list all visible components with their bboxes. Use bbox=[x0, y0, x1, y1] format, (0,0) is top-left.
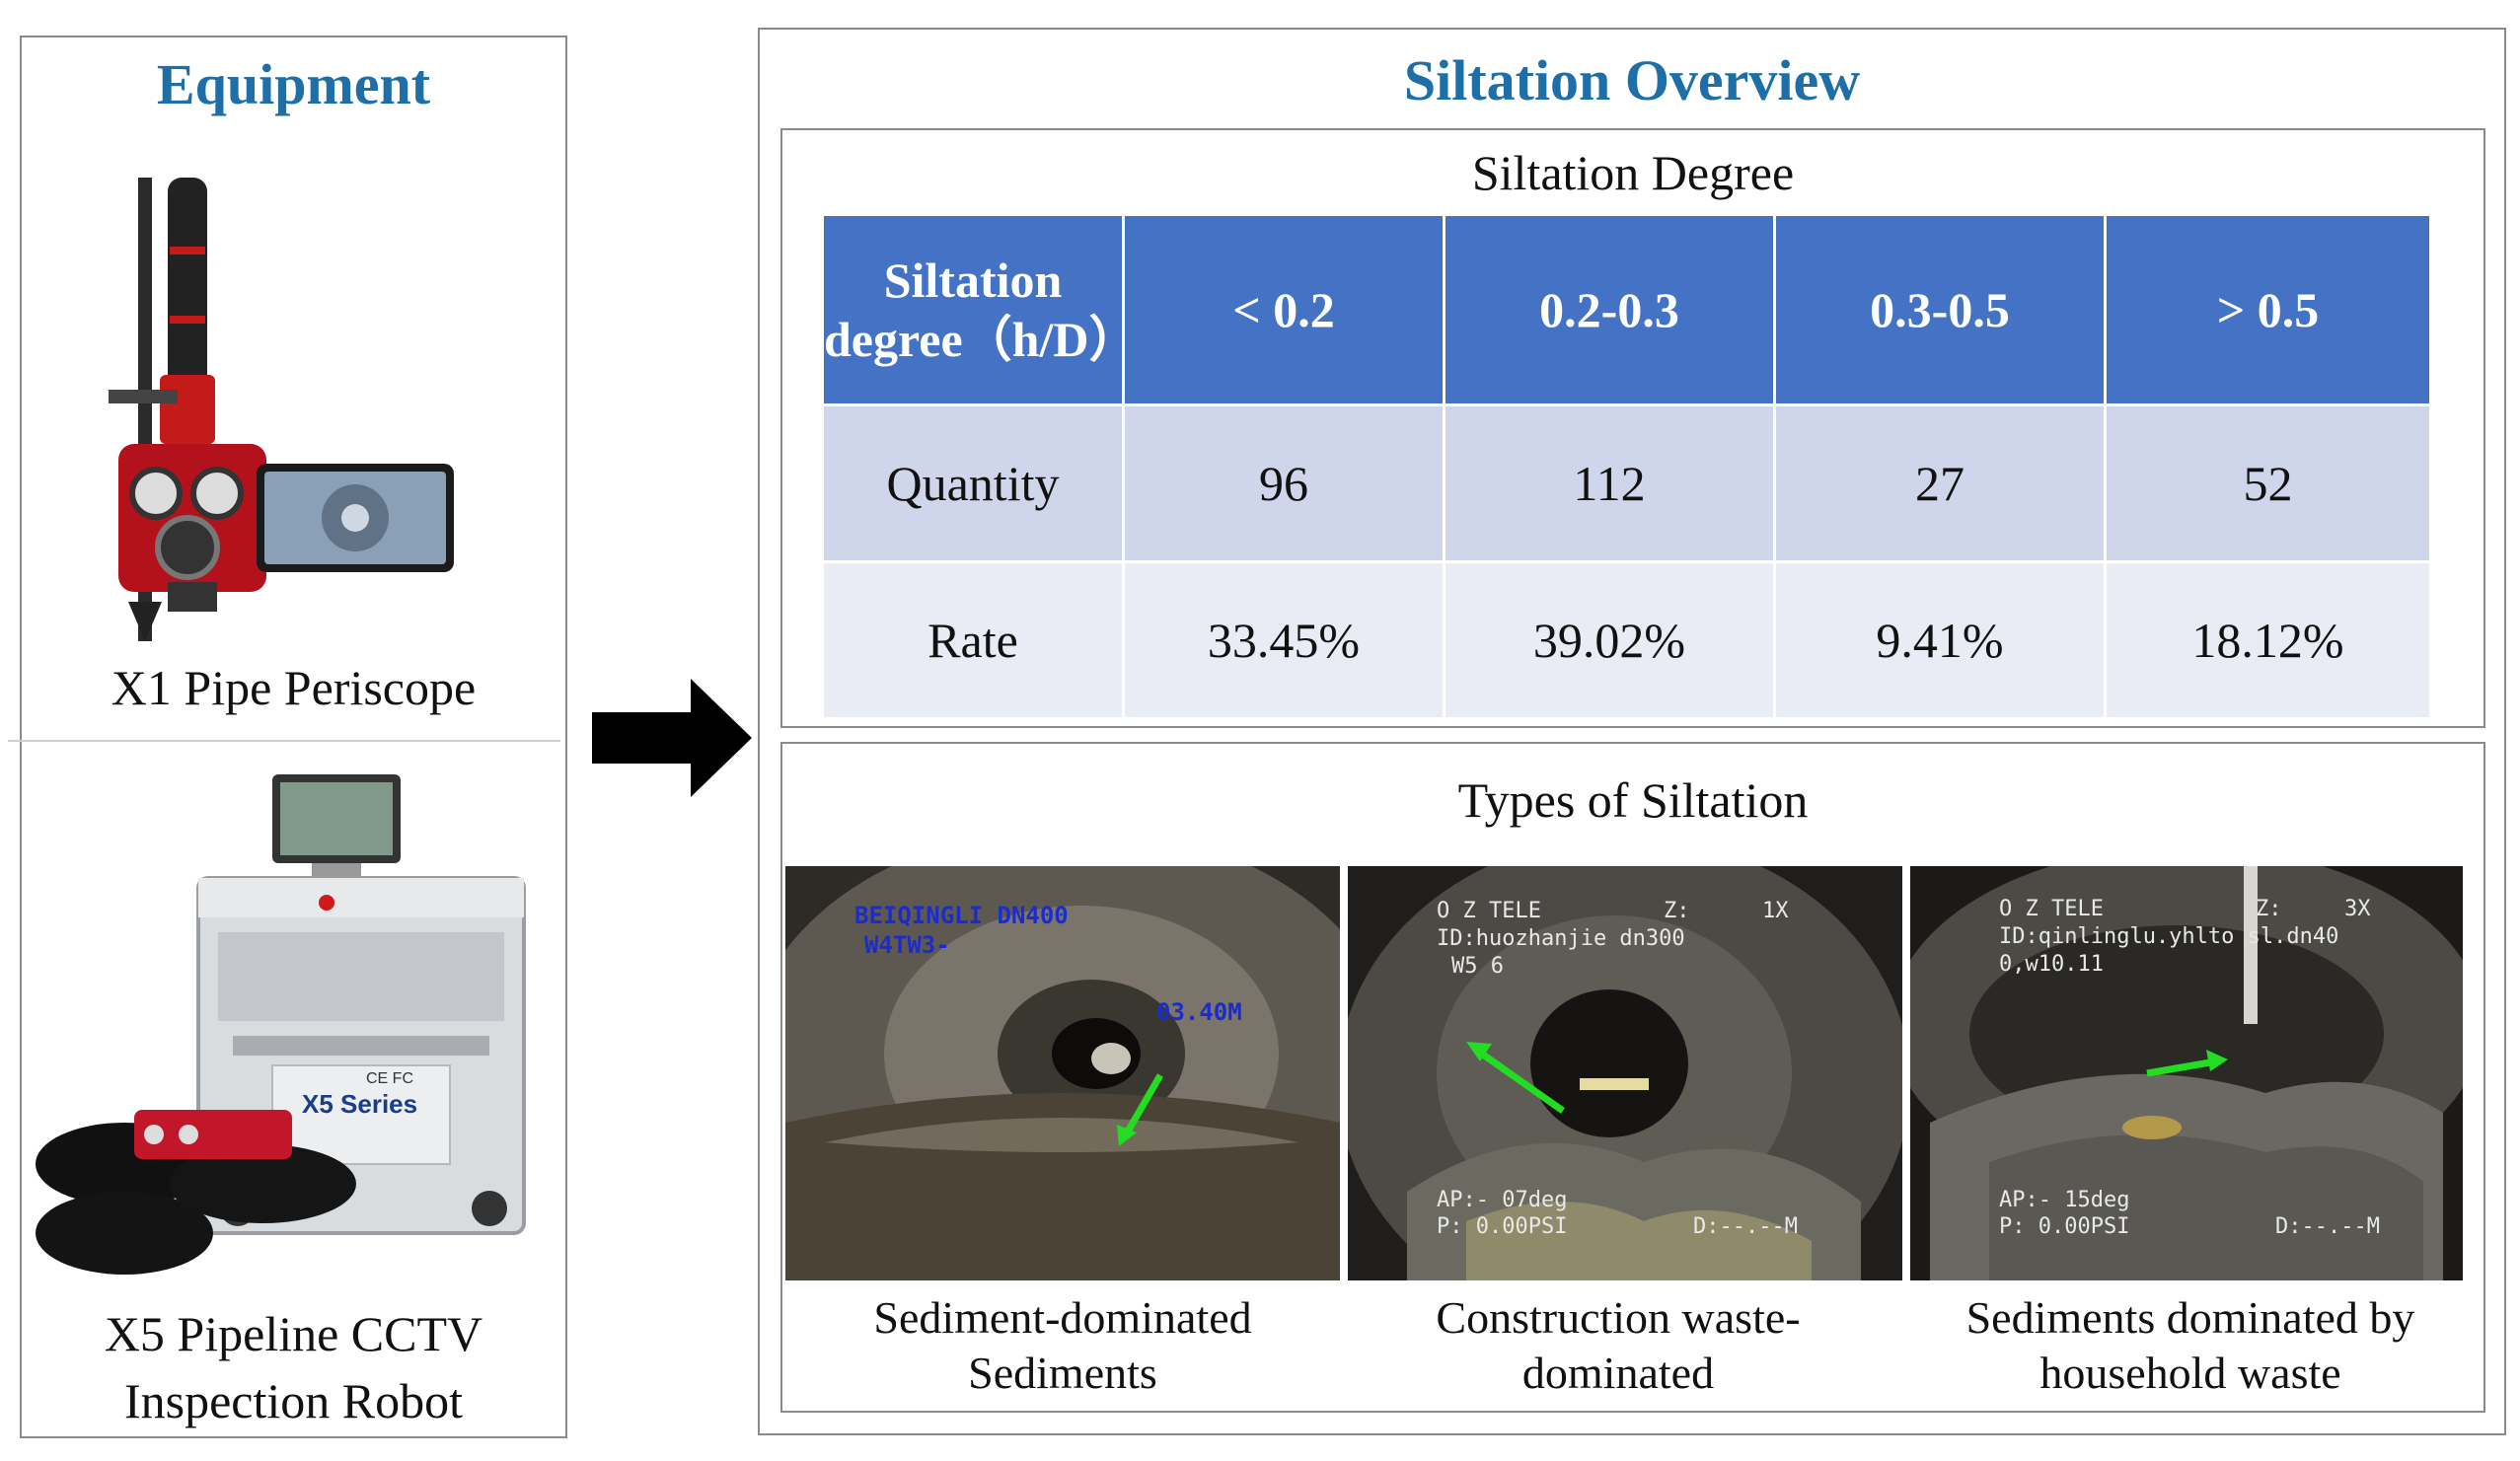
sediment-caption: Sediment-dominated Sediments bbox=[873, 1292, 1252, 1398]
table-cell: 18.12% bbox=[2104, 560, 2432, 720]
construction-waste-photo: O Z TELE Z: 1X ID:huozhanjie dn300 W5 6 … bbox=[1348, 866, 1902, 1280]
sediment-photo: BEIQINGLI DN400 W4TW3- 03.40M bbox=[785, 866, 1340, 1280]
table-cell: 52 bbox=[2104, 403, 2432, 563]
periscope-image bbox=[109, 178, 454, 641]
table-cell: 96 bbox=[1122, 403, 1445, 563]
siltation-degree-box bbox=[780, 128, 2485, 728]
equipment-title: Equipment bbox=[156, 52, 431, 116]
siltation-types-box bbox=[780, 742, 2485, 1413]
table-row: Quantity 96 112 27 52 bbox=[821, 403, 2432, 563]
photo3-overlay-1: O Z TELE bbox=[1999, 897, 2104, 921]
photo2-overlay-5: W5 6 bbox=[1451, 954, 1504, 979]
photo3-overlay-2: Z: bbox=[2256, 897, 2282, 921]
siltation-types-title: Types of Siltation bbox=[1457, 772, 1809, 828]
table-cell: 9.41% bbox=[1773, 560, 2107, 720]
construction-waste-caption: Construction waste-dominated bbox=[1436, 1292, 1801, 1398]
siltation-overview-panel bbox=[758, 28, 2506, 1435]
table-header-cell: 0.2-0.3 bbox=[1443, 213, 1776, 406]
photo1-overlay-2: W4TW3- bbox=[864, 931, 950, 959]
cctv-robot-image: X5 Series CE FC bbox=[36, 774, 526, 1275]
flow-arrow-icon bbox=[592, 679, 752, 797]
table-cell: 27 bbox=[1773, 403, 2107, 563]
table-row: Rate 33.45% 39.02% 9.41% 18.12% bbox=[821, 560, 2432, 720]
table-header-cell: > 0.5 bbox=[2104, 213, 2432, 406]
table-header-cell: 0.3-0.5 bbox=[1773, 213, 2107, 406]
photo1-overlay-3: 03.40M bbox=[1156, 998, 1242, 1026]
photo2-overlay-8: D:--.--M bbox=[1693, 1214, 1798, 1239]
photo2-overlay-6: AP:- 07deg bbox=[1437, 1188, 1567, 1212]
cctv-robot-label: X5 Pipeline CCTV Inspection Robot bbox=[104, 1306, 483, 1428]
household-waste-photo: O Z TELE Z: 3X ID:qinlinglu.yhlto sl.dn4… bbox=[1910, 866, 2463, 1280]
indicator-arrow-icon bbox=[1473, 1047, 1566, 1114]
indicator-arrow-icon bbox=[2146, 1058, 2217, 1077]
photo3-overlay-4: ID:qinlinglu.yhlto sl.dn40 bbox=[1999, 924, 2338, 949]
periscope-label: X1 Pipe Periscope bbox=[111, 660, 477, 715]
photo2-overlay-2: Z: bbox=[1664, 899, 1690, 923]
photo3-overlay-5: 0,w10.11 bbox=[1999, 952, 2104, 977]
equipment-divider bbox=[8, 740, 560, 742]
table-cell: 39.02% bbox=[1443, 560, 1776, 720]
table-header-label: Siltation degree（h/D） bbox=[821, 213, 1138, 406]
robot-marks-text: CE FC bbox=[366, 1070, 413, 1087]
household-waste-caption: Sediments dominated by household waste bbox=[1965, 1292, 2415, 1398]
indicator-arrow-icon bbox=[1121, 1073, 1164, 1138]
photo3-overlay-7: P: 0.00PSI bbox=[1999, 1214, 2129, 1239]
table-cell: 112 bbox=[1443, 403, 1776, 563]
row-label-rate: Rate bbox=[821, 560, 1125, 720]
photo2-overlay-4: ID:huozhanjie dn300 bbox=[1437, 926, 1685, 951]
robot-brand-text: X5 Series bbox=[302, 1089, 417, 1119]
photo3-overlay-3: 3X bbox=[2344, 897, 2371, 921]
photo2-overlay-1: O Z TELE bbox=[1437, 899, 1541, 923]
siltation-degree-title: Siltation Degree bbox=[1471, 145, 1795, 200]
table-cell: 33.45% bbox=[1122, 560, 1445, 720]
siltation-degree-table: Siltation degree（h/D） < 0.2 0.2-0.3 0.3-… bbox=[821, 213, 2432, 720]
photo3-overlay-6: AP:- 15deg bbox=[1999, 1188, 2129, 1212]
photo3-overlay-8: D:--.--M bbox=[2275, 1214, 2380, 1239]
photo1-overlay-1: BEIQINGLI DN400 bbox=[854, 902, 1069, 929]
photo2-overlay-7: P: 0.00PSI bbox=[1437, 1214, 1567, 1239]
row-label-quantity: Quantity bbox=[821, 403, 1125, 563]
photo2-overlay-3: 1X bbox=[1762, 899, 1789, 923]
siltation-overview-title: Siltation Overview bbox=[1403, 48, 1861, 112]
table-header-cell: < 0.2 bbox=[1122, 213, 1445, 406]
table-header-row: Siltation degree（h/D） < 0.2 0.2-0.3 0.3-… bbox=[821, 213, 2432, 406]
